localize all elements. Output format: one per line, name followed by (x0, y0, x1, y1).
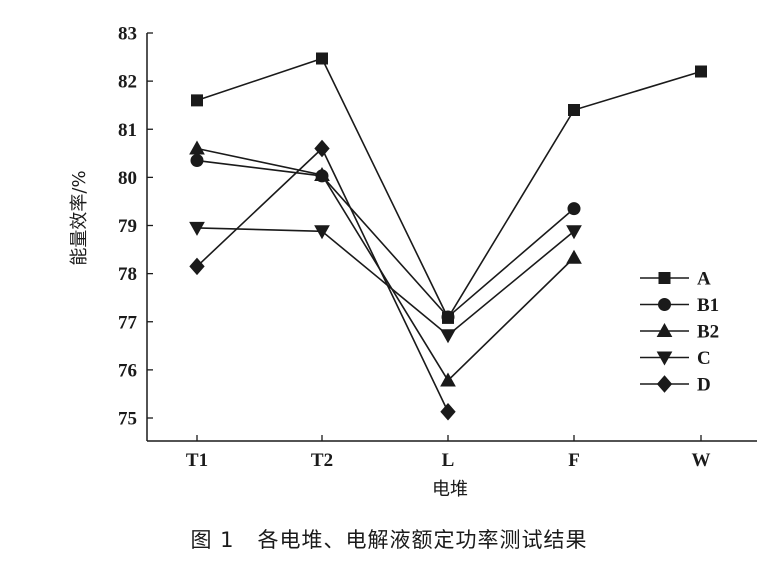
legend-label: A (697, 269, 711, 290)
figure-caption: 图 1 各电堆、电解液额定功率测试结果 (0, 524, 778, 554)
series-line-a (196, 57, 702, 320)
y-tick-label: 82 (118, 72, 137, 93)
y-tick-label: 75 (118, 409, 137, 430)
data-point-a (191, 94, 203, 107)
x-axis: T1 T2 L F W (186, 435, 711, 471)
data-point-d (314, 139, 330, 158)
legend-entry-d: D (640, 375, 711, 396)
legend-marker (656, 375, 673, 393)
legend: A B1 B2 CD (640, 269, 719, 396)
data-point-c (440, 329, 456, 344)
legend-entry-b1: B1 (640, 295, 719, 316)
legend-entry-c: C (640, 348, 711, 369)
data-point-b2 (314, 166, 330, 181)
series-line-b1 (196, 159, 575, 319)
data-point-d (440, 402, 456, 421)
legend-entry-b2: B2 (640, 322, 719, 343)
data-point-b1 (190, 154, 204, 168)
x-tick-label: T1 (186, 450, 208, 471)
legend-marker (658, 298, 671, 311)
y-tick-label: 79 (118, 216, 137, 237)
data-point-b2 (566, 249, 582, 264)
x-tick-label: T2 (311, 450, 333, 471)
data-point-a (568, 104, 580, 116)
series-b2 (189, 140, 582, 387)
series-c (189, 221, 582, 344)
data-point-c (314, 225, 330, 240)
legend-label: B1 (697, 295, 719, 316)
y-tick-label: 80 (118, 168, 137, 189)
data-point-b1 (567, 202, 581, 216)
data-point-c (189, 221, 205, 236)
data-point-b1 (441, 310, 455, 324)
data-point-b2 (189, 140, 205, 155)
y-axis-title: 能量效率/% (69, 170, 90, 265)
legend-entry-a: A (640, 269, 711, 290)
x-axis-title: 电堆 (432, 479, 468, 500)
x-tick-label: F (568, 450, 580, 471)
series-d (189, 139, 456, 421)
data-point-a (695, 65, 707, 78)
series-line-d (196, 147, 449, 413)
legend-marker (658, 272, 671, 284)
legend-label: D (697, 375, 711, 396)
figure-number: 图 1 (190, 528, 235, 552)
legend-label: C (697, 348, 711, 369)
legend-marker (656, 322, 673, 337)
series-layer (189, 52, 707, 421)
series-line-c (196, 227, 575, 337)
data-point-c (566, 225, 582, 240)
figure-caption-text: 各电堆、电解液额定功率测试结果 (257, 528, 588, 552)
plot-frame (146, 33, 757, 442)
y-tick-label: 78 (118, 264, 137, 285)
y-axis: 75 76 77 78 79 80 81 82 83 (118, 24, 153, 430)
x-tick-label: L (442, 450, 455, 471)
series-a (191, 52, 707, 324)
y-tick-label: 76 (118, 360, 137, 381)
data-point-a (316, 52, 328, 65)
y-tick-label: 77 (118, 312, 138, 333)
y-tick-label: 83 (118, 24, 137, 45)
x-tick-label: W (692, 450, 711, 471)
series-line-b2 (196, 147, 575, 382)
legend-label: B2 (697, 322, 719, 343)
data-point-d (189, 257, 205, 276)
y-tick-label: 81 (118, 120, 137, 141)
series-b1 (190, 154, 581, 324)
data-point-b2 (440, 372, 456, 387)
legend-marker (656, 351, 673, 366)
